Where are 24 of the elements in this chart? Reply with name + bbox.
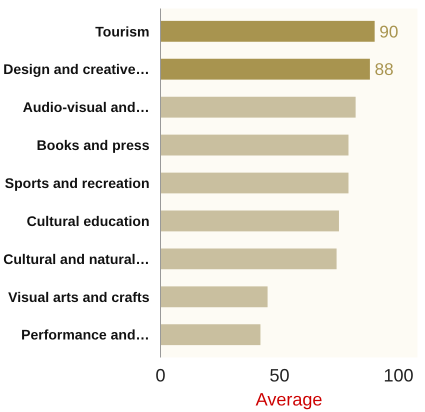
bar — [160, 210, 339, 232]
x-tick-label: 50 — [269, 366, 290, 386]
bar — [160, 286, 268, 308]
y-tick-label: Design and creative… — [3, 61, 150, 78]
x-tick-label: 0 — [155, 366, 166, 386]
y-tick-label: Visual arts and crafts — [8, 288, 150, 305]
x-tick-label: 100 — [383, 366, 414, 386]
x-axis-title: Average — [256, 390, 322, 410]
bar — [160, 58, 370, 80]
bar — [160, 134, 348, 156]
y-tick-label: Books and press — [36, 137, 150, 154]
bar — [160, 172, 348, 194]
data-label: 90 — [379, 22, 398, 42]
data-label: 88 — [374, 60, 394, 80]
y-tick-label: Sports and recreation — [4, 175, 150, 191]
bar — [160, 324, 260, 346]
y-tick-label: Performance and… — [21, 326, 150, 343]
y-tick-label: Cultural education — [26, 212, 150, 229]
bar — [160, 248, 337, 270]
y-tick-label: Audio-visual and… — [22, 99, 150, 116]
y-tick-label: Tourism — [95, 23, 150, 40]
bar — [160, 20, 375, 42]
bar — [160, 96, 356, 118]
y-tick-label: Cultural and natural… — [3, 250, 150, 267]
